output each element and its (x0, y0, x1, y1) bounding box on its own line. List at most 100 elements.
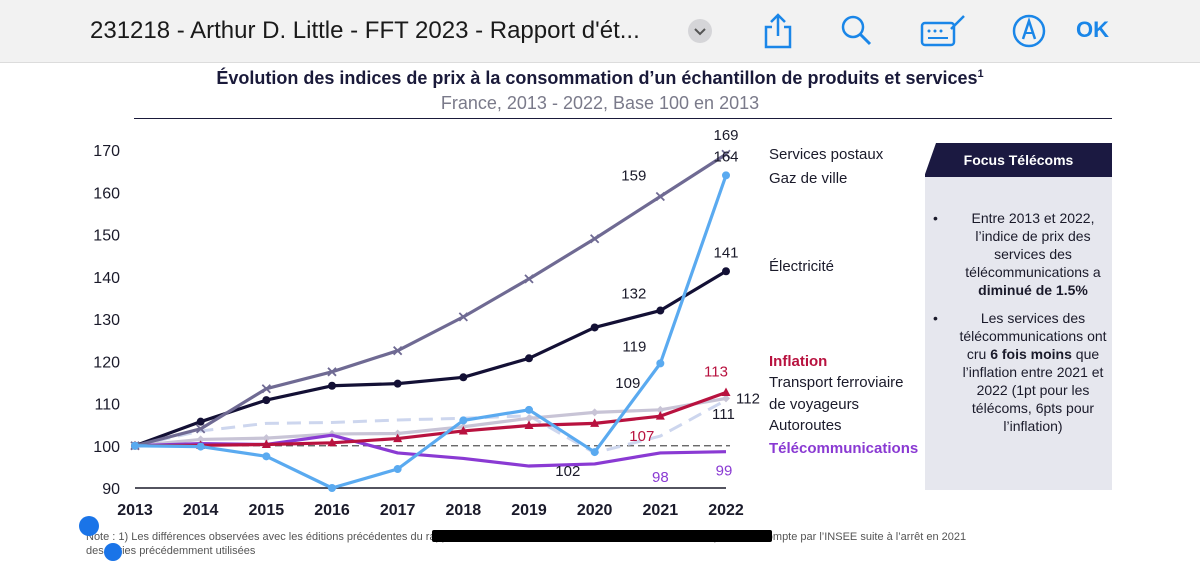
focus-heading-text: Focus Télécoms (963, 152, 1074, 168)
toolbar: 231218 - Arthur D. Little - FFT 2023 - R… (0, 0, 1200, 63)
data-label-inflation: 113 (704, 364, 728, 381)
markup-button[interactable] (1010, 12, 1048, 50)
x-tick-label: 2016 (314, 502, 350, 519)
series-line-transport-ferroviaire-de-voyageurs (134, 396, 727, 448)
chart-title: Évolution des indices de prix à la conso… (0, 68, 1200, 89)
x-tick-label: 2020 (577, 502, 613, 519)
x-tick-label: 2014 (183, 502, 219, 519)
legend-label: Télécommunications (769, 440, 918, 457)
selection-handle[interactable] (79, 516, 99, 536)
legend-label: Gaz de ville (769, 170, 847, 187)
data-point-services-postaux (590, 234, 600, 244)
data-point-transport-ferroviaire-de-voyageurs (722, 394, 730, 403)
series-line-electricite (134, 269, 727, 448)
y-tick-label: 130 (93, 312, 120, 329)
focus-heading-notch (924, 143, 936, 177)
data-point-inflation (261, 439, 271, 448)
data-point-services-postaux (458, 312, 468, 322)
legend-label: Électricité (769, 258, 834, 275)
data-label-telecommunications: 98 (652, 469, 669, 486)
data-point-electricite (459, 373, 468, 382)
data-point-services-postaux (393, 346, 403, 356)
data-point-gaz-de-ville (393, 464, 402, 473)
data-point-inflation (524, 420, 534, 429)
data-point-gaz-de-ville (328, 484, 336, 492)
data-point-transport-ferroviaire-de-voyageurs (656, 405, 665, 414)
bullet-2-text-a: Les services des télécommunications ont … (959, 310, 1107, 362)
document-title: 231218 - Arthur D. Little - FFT 2023 - R… (90, 17, 640, 44)
chevron-down-icon (688, 19, 712, 43)
data-label-autoroutes: 111 (712, 406, 735, 423)
x-tick-label: 2021 (643, 502, 679, 519)
data-point-gaz-de-ville (656, 359, 665, 368)
share-button[interactable] (760, 12, 796, 50)
bullet-2-text-b: que l’inflation entre 2021 et 2022 (1pt … (962, 346, 1104, 434)
data-point-electricite (393, 379, 402, 388)
data-point-services-postaux (524, 274, 534, 284)
selection-handle[interactable] (104, 543, 122, 561)
data-point-gaz-de-ville (459, 416, 468, 425)
series-line-services-postaux (134, 152, 727, 448)
data-label-electricite: 132 (621, 286, 646, 303)
title-menu-button[interactable] (686, 12, 714, 50)
legend-label: Autoroutes (769, 417, 842, 434)
x-tick-label: 2022 (708, 502, 744, 519)
share-icon (764, 13, 792, 49)
data-point-transport-ferroviaire-de-voyageurs (262, 434, 271, 443)
data-point-electricite (656, 306, 665, 315)
y-tick-label: 120 (93, 354, 120, 371)
y-tick-label: 160 (93, 185, 120, 202)
data-label-services-postaux: 159 (621, 167, 646, 184)
data-point-services-postaux (721, 149, 731, 159)
keyboard-icon (920, 15, 965, 47)
data-point-gaz-de-ville (722, 171, 730, 180)
chart-subtitle: France, 2013 - 2022, Base 100 en 2013 (440, 93, 760, 113)
y-tick-label: 170 (93, 143, 120, 160)
data-point-transport-ferroviaire-de-voyageurs (393, 429, 402, 438)
focus-heading: Focus Télécoms (925, 143, 1112, 177)
data-point-services-postaux (261, 384, 271, 394)
series-line-gaz-de-ville (134, 174, 728, 490)
search-icon (841, 15, 872, 46)
data-point-inflation (655, 411, 665, 420)
x-tick-label: 2019 (511, 502, 547, 519)
bullet-glyph: • (933, 210, 938, 226)
y-tick-label: 90 (102, 481, 120, 498)
ok-button[interactable]: OK (1076, 17, 1109, 42)
data-label-autoroutes: 102 (555, 463, 580, 480)
data-point-gaz-de-ville (196, 442, 205, 451)
y-tick-label: 150 (93, 228, 120, 245)
footnote-text: Note : 1) Les différences observées avec… (86, 531, 461, 543)
data-point-transport-ferroviaire-de-voyageurs (525, 414, 533, 423)
x-tick-label: 2018 (446, 502, 482, 519)
y-tick-label: 140 (93, 270, 120, 287)
data-point-electricite (590, 323, 599, 332)
focus-bullet-2: Les services des télécommunications ont … (959, 309, 1107, 435)
keyboard-button[interactable] (918, 12, 968, 50)
data-point-electricite (196, 417, 205, 426)
chart-title-text: Évolution des indices de prix à la conso… (216, 68, 978, 88)
title-divider (134, 118, 1112, 119)
data-point-services-postaux (196, 424, 206, 434)
x-tick-label: 2017 (380, 502, 416, 519)
data-point-inflation (458, 425, 468, 435)
legend-label: Transport ferroviaire (769, 374, 904, 391)
data-point-transport-ferroviaire-de-voyageurs (196, 435, 205, 444)
data-point-gaz-de-ville (131, 441, 139, 450)
title-superscript: 1 (977, 68, 984, 80)
data-point-inflation (327, 437, 337, 447)
bullet-glyph: • (933, 310, 938, 326)
series-line-autoroutes (134, 398, 727, 455)
redaction-bar (432, 530, 772, 542)
data-point-gaz-de-ville (590, 448, 599, 457)
legend-label: de voyageurs (769, 396, 859, 413)
x-tick-label: 2015 (249, 502, 285, 519)
data-point-inflation (393, 433, 403, 443)
line-chart: 90 100 110 120 130 140 150 160 170 2013 2014 2015 20… (93, 127, 918, 519)
legend-label: Services postaux (769, 146, 884, 163)
data-label-services-postaux: 169 (713, 127, 738, 144)
search-button[interactable] (838, 12, 874, 50)
y-tick-label: 110 (94, 397, 120, 414)
y-tick-label: 100 (93, 439, 120, 456)
bullet-1-text: Entre 2013 et 2022, l’indice de prix des… (965, 210, 1101, 280)
